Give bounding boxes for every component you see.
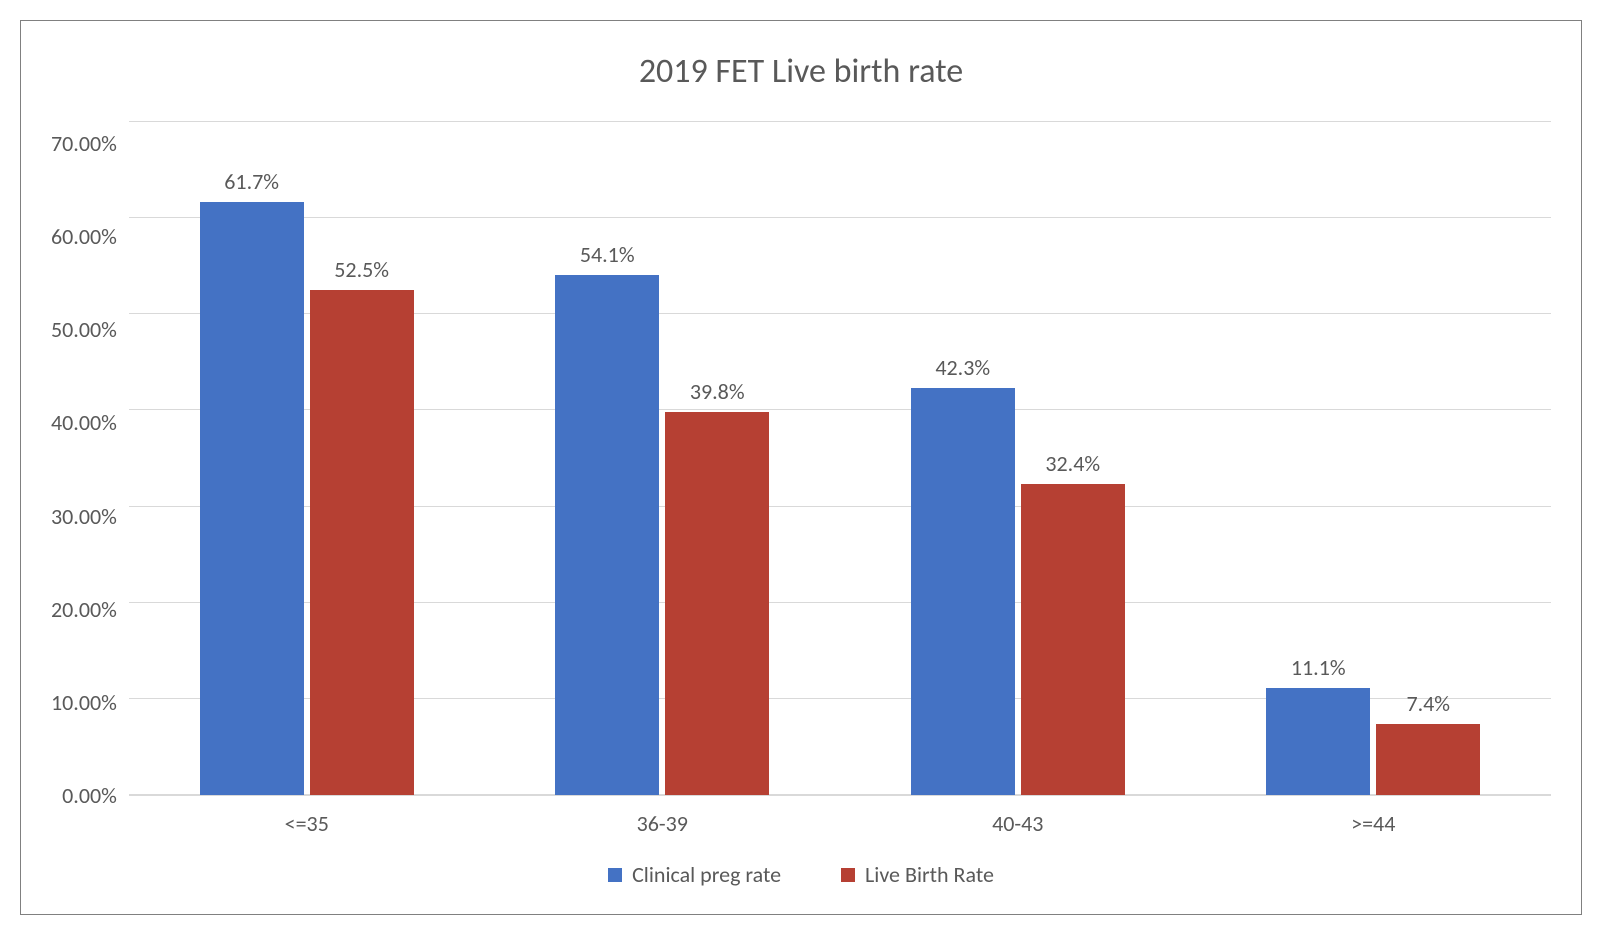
y-tick-label: 0.00% [62, 785, 117, 807]
x-axis-label: 40-43 [840, 796, 1196, 837]
bar: 52.5% [310, 290, 414, 795]
bar: 11.1% [1266, 688, 1370, 795]
bar-data-label: 11.1% [1291, 654, 1346, 681]
category-group: 61.7%52.5% [129, 122, 485, 795]
x-axis-labels: <=3536-3940-43>=44 [129, 796, 1551, 837]
y-axis: 70.00% 60.00% 50.00% 40.00% 30.00% 20.00% 10.0… [51, 122, 129, 796]
bar: 42.3% [911, 388, 1015, 795]
bar-data-label: 61.7% [224, 168, 279, 195]
legend: Clinical preg rate Live Birth Rate [51, 837, 1551, 894]
bar: 61.7% [200, 202, 304, 795]
plot-row: 70.00% 60.00% 50.00% 40.00% 30.00% 20.00% 10.0… [51, 122, 1551, 796]
category-group: 11.1%7.4% [1195, 122, 1551, 795]
bar-data-label: 54.1% [580, 241, 635, 268]
y-tick-label: 70.00% [51, 133, 117, 155]
bar-data-label: 32.4% [1045, 450, 1100, 477]
legend-swatch [841, 868, 855, 882]
category-group: 54.1%39.8% [484, 122, 840, 795]
x-axis: <=3536-3940-43>=44 [51, 796, 1551, 837]
y-tick-label: 20.00% [51, 599, 117, 621]
x-axis-label: >=44 [1196, 796, 1552, 837]
chart-title: 2019 FET Live birth rate [51, 51, 1551, 92]
bar-data-label: 7.4% [1406, 690, 1450, 717]
y-tick-label: 30.00% [51, 506, 117, 528]
legend-item: Clinical preg rate [608, 861, 781, 888]
category-group: 42.3%32.4% [840, 122, 1196, 795]
y-tick-label: 50.00% [51, 319, 117, 341]
bar: 32.4% [1021, 484, 1125, 796]
legend-item: Live Birth Rate [841, 861, 994, 888]
chart-container: 2019 FET Live birth rate 70.00% 60.00% 50.… [20, 20, 1582, 915]
y-tick-label: 10.00% [51, 692, 117, 714]
bar-data-label: 52.5% [334, 256, 389, 283]
legend-swatch [608, 868, 622, 882]
bar: 54.1% [555, 275, 659, 795]
bars-layer: 61.7%52.5%54.1%39.8%42.3%32.4%11.1%7.4% [129, 122, 1551, 795]
x-axis-label: 36-39 [485, 796, 841, 837]
bar: 7.4% [1376, 724, 1480, 795]
bar: 39.8% [665, 412, 769, 795]
y-tick-label: 60.00% [51, 226, 117, 248]
bar-data-label: 39.8% [690, 378, 745, 405]
plot-area: 61.7%52.5%54.1%39.8%42.3%32.4%11.1%7.4% [129, 122, 1551, 796]
y-tick-label: 40.00% [51, 412, 117, 434]
x-axis-label: <=35 [129, 796, 485, 837]
bar-data-label: 42.3% [935, 354, 990, 381]
legend-label: Clinical preg rate [632, 861, 781, 888]
legend-label: Live Birth Rate [865, 861, 994, 888]
